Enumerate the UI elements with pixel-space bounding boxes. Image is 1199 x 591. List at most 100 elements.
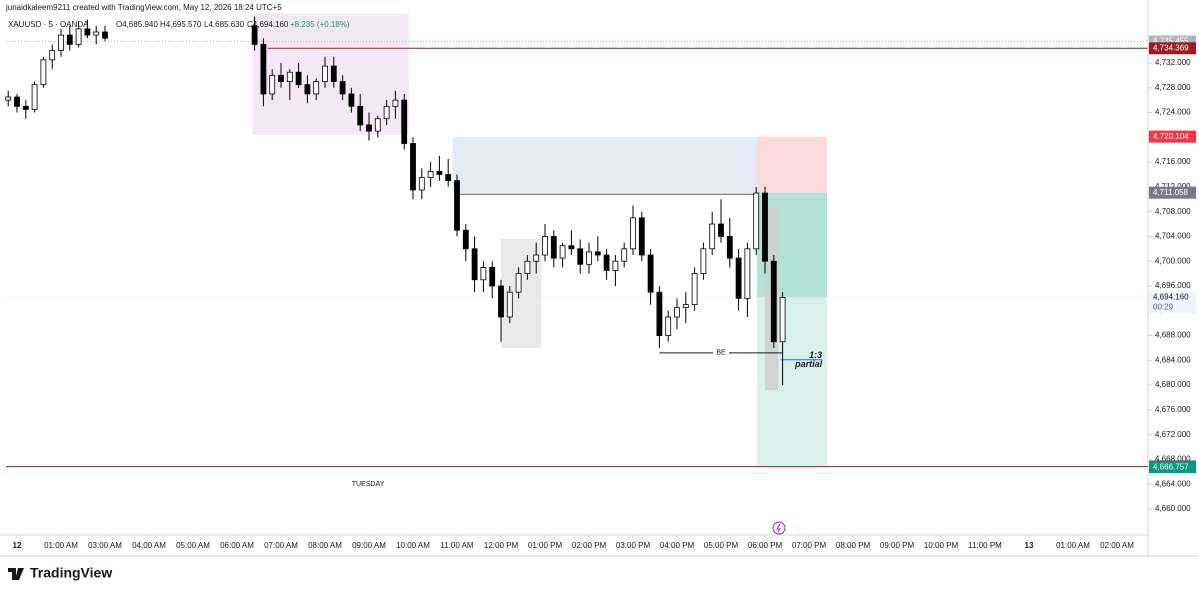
x-tick-label: 11:00 AM bbox=[440, 541, 474, 550]
y-tick-label: 4,708.000 bbox=[1155, 207, 1191, 216]
x-tick-label: 07:00 PM bbox=[792, 541, 827, 550]
y-tick-label: 4,704.000 bbox=[1155, 232, 1191, 241]
candle-body bbox=[542, 236, 548, 256]
partial-label: 1:3 bbox=[809, 350, 822, 360]
candle-body bbox=[709, 223, 716, 250]
price-label: 4,720.104 bbox=[1153, 132, 1189, 141]
x-tick-label: 10:00 AM bbox=[396, 541, 430, 550]
symbol: XAUUSD · 5 · OANDA bbox=[8, 20, 89, 29]
candle-body bbox=[436, 170, 443, 175]
partial-label: partial bbox=[794, 359, 823, 369]
logo-text: TradingView bbox=[30, 565, 112, 581]
candle-body bbox=[630, 217, 636, 250]
y-tick-label: 4,688.000 bbox=[1155, 331, 1191, 340]
candle-body bbox=[410, 143, 416, 191]
candle-body bbox=[753, 192, 760, 250]
x-tick-label: 01:00 PM bbox=[528, 541, 563, 550]
candle-body bbox=[84, 28, 91, 36]
x-tick-label: 07:00 AM bbox=[264, 541, 298, 550]
candle-body bbox=[66, 34, 73, 45]
y-tick-label: 4,716.000 bbox=[1155, 157, 1191, 166]
candle-body bbox=[348, 93, 355, 107]
price-label: 4,666.757 bbox=[1153, 462, 1189, 471]
candle-body bbox=[40, 59, 47, 86]
candle-body bbox=[462, 229, 469, 250]
price-label: 4,734.369 bbox=[1153, 43, 1189, 52]
x-tick-label: 04:00 PM bbox=[660, 541, 695, 550]
candle-body bbox=[779, 296, 786, 343]
candle-body bbox=[58, 34, 64, 51]
candle-body bbox=[744, 248, 751, 299]
y-tick-label: 4,676.000 bbox=[1155, 405, 1191, 414]
candle-body bbox=[5, 96, 12, 101]
price-label: 4,735.455 bbox=[1153, 37, 1189, 46]
lightning-glyph bbox=[776, 523, 781, 533]
candle-body bbox=[14, 96, 20, 107]
candle-body bbox=[603, 254, 610, 271]
candle-body bbox=[392, 99, 399, 107]
candle-body bbox=[322, 65, 328, 82]
price-label-bg bbox=[1149, 291, 1196, 314]
y-tick-label: 4,684.000 bbox=[1155, 355, 1191, 364]
candle-body bbox=[366, 124, 372, 132]
candle-body bbox=[295, 71, 302, 86]
candle-body bbox=[31, 84, 38, 110]
candle-body bbox=[260, 43, 267, 95]
candle-body bbox=[568, 245, 575, 250]
candle-body bbox=[480, 267, 487, 281]
x-tick-label: 13 bbox=[1025, 541, 1034, 550]
candle-body bbox=[656, 291, 663, 336]
candle-body bbox=[700, 248, 707, 274]
ohlc-open: O4,685.940 bbox=[116, 20, 158, 29]
candle-body bbox=[374, 118, 381, 132]
candle-body bbox=[533, 254, 540, 262]
candle-body bbox=[286, 71, 293, 82]
candle-body bbox=[357, 105, 364, 126]
price-label: 4,694.160 bbox=[1153, 292, 1189, 301]
candle-body bbox=[489, 267, 496, 287]
x-tick-label: 12 bbox=[13, 541, 22, 550]
lightning-icon[interactable] bbox=[772, 521, 786, 535]
candle-body bbox=[665, 316, 672, 336]
x-tick-label: 09:00 PM bbox=[880, 541, 915, 550]
x-tick-label: 03:00 PM bbox=[616, 541, 651, 550]
candle-body bbox=[586, 251, 592, 265]
candle-body bbox=[559, 245, 566, 259]
x-tick-label: 08:00 PM bbox=[836, 541, 871, 550]
x-tick-label: 09:00 AM bbox=[352, 541, 386, 550]
candle-body bbox=[93, 31, 100, 36]
be-label: BE bbox=[716, 350, 726, 357]
be-label-bg bbox=[713, 347, 729, 358]
candle-body bbox=[524, 260, 531, 275]
candle-body bbox=[427, 170, 434, 178]
x-tick-label: 03:00 AM bbox=[88, 541, 122, 550]
candle-body bbox=[22, 105, 29, 110]
y-tick-label: 4,672.000 bbox=[1155, 430, 1191, 439]
candle-body bbox=[682, 304, 689, 309]
ohlc-high: H4,695.570 bbox=[160, 20, 202, 29]
candle-body bbox=[278, 74, 284, 82]
candle-body bbox=[102, 31, 108, 39]
candle-body bbox=[269, 74, 276, 95]
x-tick-label: 05:00 AM bbox=[176, 541, 210, 550]
y-tick-label: 4,728.000 bbox=[1155, 83, 1191, 92]
candle-body bbox=[383, 105, 390, 120]
price-label-bg bbox=[1149, 130, 1196, 143]
candle-body bbox=[471, 248, 478, 281]
candle-body bbox=[726, 236, 733, 259]
header: junaidkaleem9211 created with TradingVie… bbox=[5, 3, 282, 12]
x-tick-label: 01:00 AM bbox=[44, 541, 78, 550]
x-tick-label: 02:00 PM bbox=[572, 541, 607, 550]
x-tick-label: 08:00 AM bbox=[308, 541, 342, 550]
candle-body bbox=[75, 28, 82, 45]
countdown: 00:29 bbox=[1153, 302, 1174, 311]
x-tick-label: 10:00 PM bbox=[924, 541, 959, 550]
candle-body bbox=[313, 81, 320, 95]
day-label: TUESDAY bbox=[352, 481, 385, 488]
candle-body bbox=[762, 192, 768, 262]
y-tick-label: 4,696.000 bbox=[1155, 281, 1191, 290]
candle-body bbox=[515, 273, 522, 293]
candle-body bbox=[251, 25, 258, 45]
